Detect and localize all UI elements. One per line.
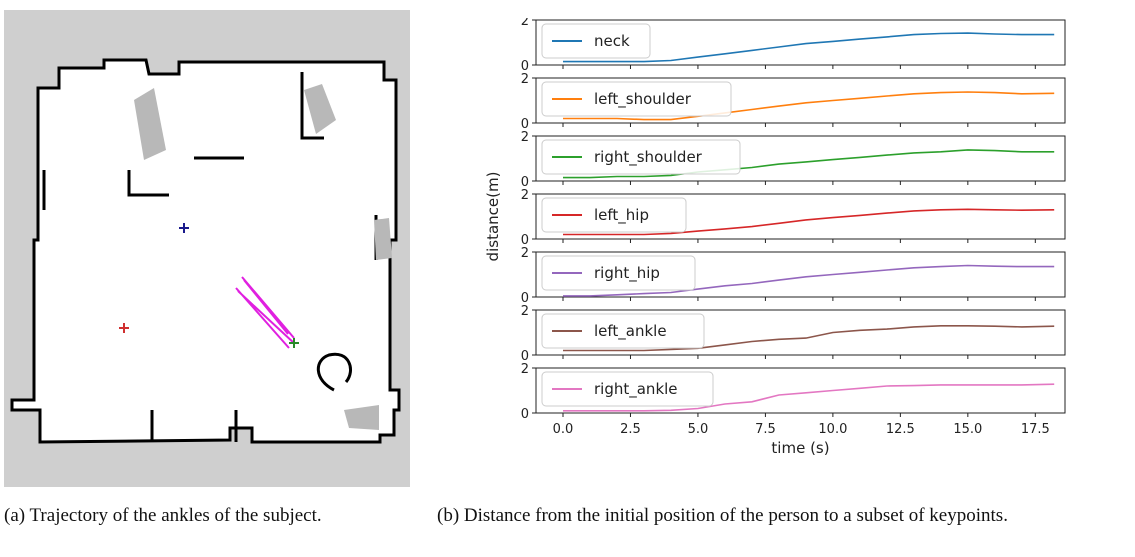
- y-tick-label: 0: [521, 349, 529, 364]
- legend-box: [541, 139, 741, 175]
- y-tick-label: 0: [521, 291, 529, 306]
- subplot-right_hip: 0 2 right_hip: [521, 246, 1066, 306]
- y-tick-label: 2: [521, 72, 529, 87]
- legend-label: left_shoulder: [594, 90, 692, 109]
- occupancy-map-figure: [4, 10, 410, 487]
- legend-box: [541, 23, 651, 59]
- legend-box: [541, 313, 705, 349]
- caption-a: (a) Trajectory of the ankles of the subj…: [4, 505, 322, 526]
- series-line-right_shoulder: [563, 149, 1055, 179]
- subplot-left_shoulder: 0 2 left_shoulder: [521, 72, 1066, 132]
- y-tick-label: 0: [521, 175, 529, 190]
- x-tick-label: 12.5: [886, 422, 915, 437]
- x-tick-label: 10.0: [818, 422, 847, 437]
- map-gray-regions: [134, 84, 392, 430]
- y-tick-label: 2: [521, 304, 529, 319]
- legend-box: [541, 197, 687, 233]
- y-tick-label: 0: [521, 407, 529, 422]
- map-free-space: [12, 60, 399, 442]
- caption-b: (b) Distance from the initial position o…: [437, 505, 1008, 526]
- x-tick-label: 17.5: [1021, 422, 1050, 437]
- legend-label: right_shoulder: [594, 148, 703, 167]
- x-tick-label: 0.0: [553, 422, 574, 437]
- legend-label: right_ankle: [594, 380, 678, 399]
- legend-label: left_ankle: [594, 322, 667, 341]
- legend-box: [541, 255, 696, 291]
- subplot-right_shoulder: 0 2 right_shoulder: [521, 130, 1066, 190]
- subplot-neck: 0 2 neck: [521, 18, 1066, 74]
- legend-label: right_hip: [594, 264, 660, 283]
- blue-plus-marker: [179, 223, 189, 233]
- legend-box: [541, 81, 732, 117]
- subplot-right_ankle: 0 2 right_ankle: [521, 362, 1066, 422]
- y-tick-label: 2: [521, 188, 529, 203]
- legend-label: neck: [594, 32, 630, 50]
- series-line-right_ankle: [563, 383, 1055, 412]
- y-tick-label: 0: [521, 117, 529, 132]
- x-tick-label: 15.0: [953, 422, 982, 437]
- subplot-left_ankle: 0 2 left_ankle: [521, 304, 1066, 364]
- series-line-left_hip: [563, 208, 1055, 236]
- x-tick-label: 7.5: [755, 422, 776, 437]
- subplot-left_hip: 0 2 left_hip: [521, 188, 1066, 248]
- series-line-right_hip: [563, 264, 1055, 297]
- y-tick-label: 0: [521, 233, 529, 248]
- series-line-left_ankle: [563, 325, 1055, 352]
- occupancy-map: [4, 10, 410, 487]
- ankle-trajectory: [235, 276, 296, 349]
- series-line-neck: [563, 32, 1055, 63]
- x-tick-label: 2.5: [620, 422, 641, 437]
- series-line-left_shoulder: [563, 91, 1055, 121]
- x-tick-label: 5.0: [688, 422, 709, 437]
- y-tick-label: 2: [521, 362, 529, 377]
- legend-box: [541, 371, 714, 407]
- x-axis-label: time (s): [771, 439, 829, 457]
- distance-chart-svg: 02neck02left_shoulder02right_shoulder02l…: [484, 18, 1066, 457]
- y-tick-label: 2: [521, 246, 529, 261]
- y-tick-label: 2: [521, 18, 529, 29]
- legend-label: left_hip: [594, 206, 649, 225]
- y-tick-label: 0: [521, 59, 529, 74]
- distance-chart: 0 2 neck 0 2 left_shoulder 0 2 right_shoulder 0 2 l…: [480, 18, 1070, 480]
- red-plus-marker: [119, 323, 129, 333]
- y-tick-label: 2: [521, 130, 529, 145]
- map-walls: [10, 58, 401, 444]
- y-axis-label: distance(m): [484, 172, 502, 262]
- green-end-marker: [289, 338, 299, 348]
